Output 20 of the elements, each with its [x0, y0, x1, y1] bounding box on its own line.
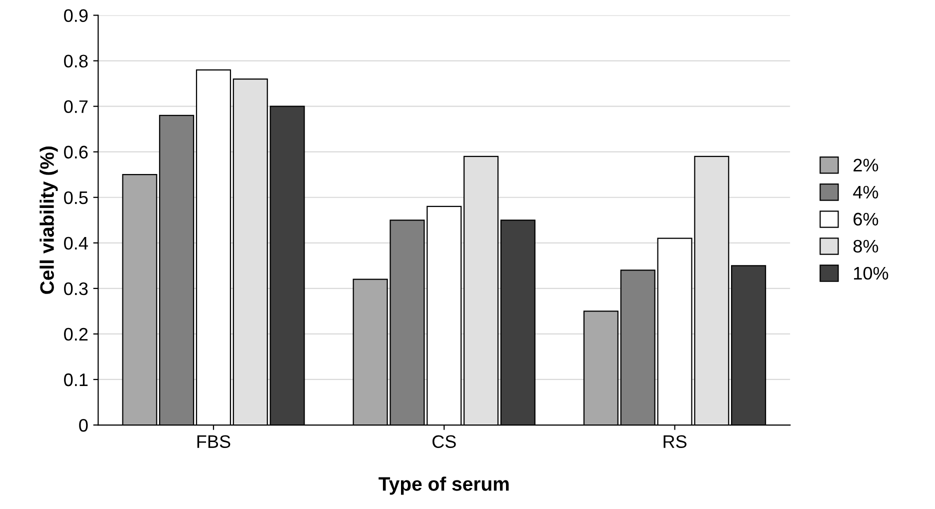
x-tick-label: FBS — [197, 435, 230, 448]
y-tick-label: 0.6 — [64, 146, 88, 159]
y-tick-label: 0.8 — [64, 54, 88, 68]
legend-label: 8% — [853, 240, 878, 253]
legend-label: 10% — [854, 266, 888, 280]
y-tick-label: 0.3 — [64, 282, 88, 296]
x-tick-label: RS — [664, 435, 686, 448]
y-tick-label: 0.2 — [64, 328, 88, 341]
y-tick-label: 0.5 — [64, 191, 88, 204]
y-tick-label: 0.4 — [64, 236, 88, 250]
y-tick-label: 0 — [79, 418, 88, 432]
x-axis-title: Type of serum — [378, 476, 509, 495]
legend-label: 6% — [854, 212, 878, 226]
legend-label: 4% — [853, 186, 878, 198]
y-axis-title: Cell viability (%) — [40, 146, 58, 294]
x-tick-label: CS — [432, 435, 456, 448]
y-tick-label: 0.1 — [64, 373, 88, 386]
y-tick-label: 0.9 — [64, 9, 88, 22]
y-tick-label: 0.7 — [64, 100, 88, 114]
legend-label: 2% — [854, 158, 878, 172]
